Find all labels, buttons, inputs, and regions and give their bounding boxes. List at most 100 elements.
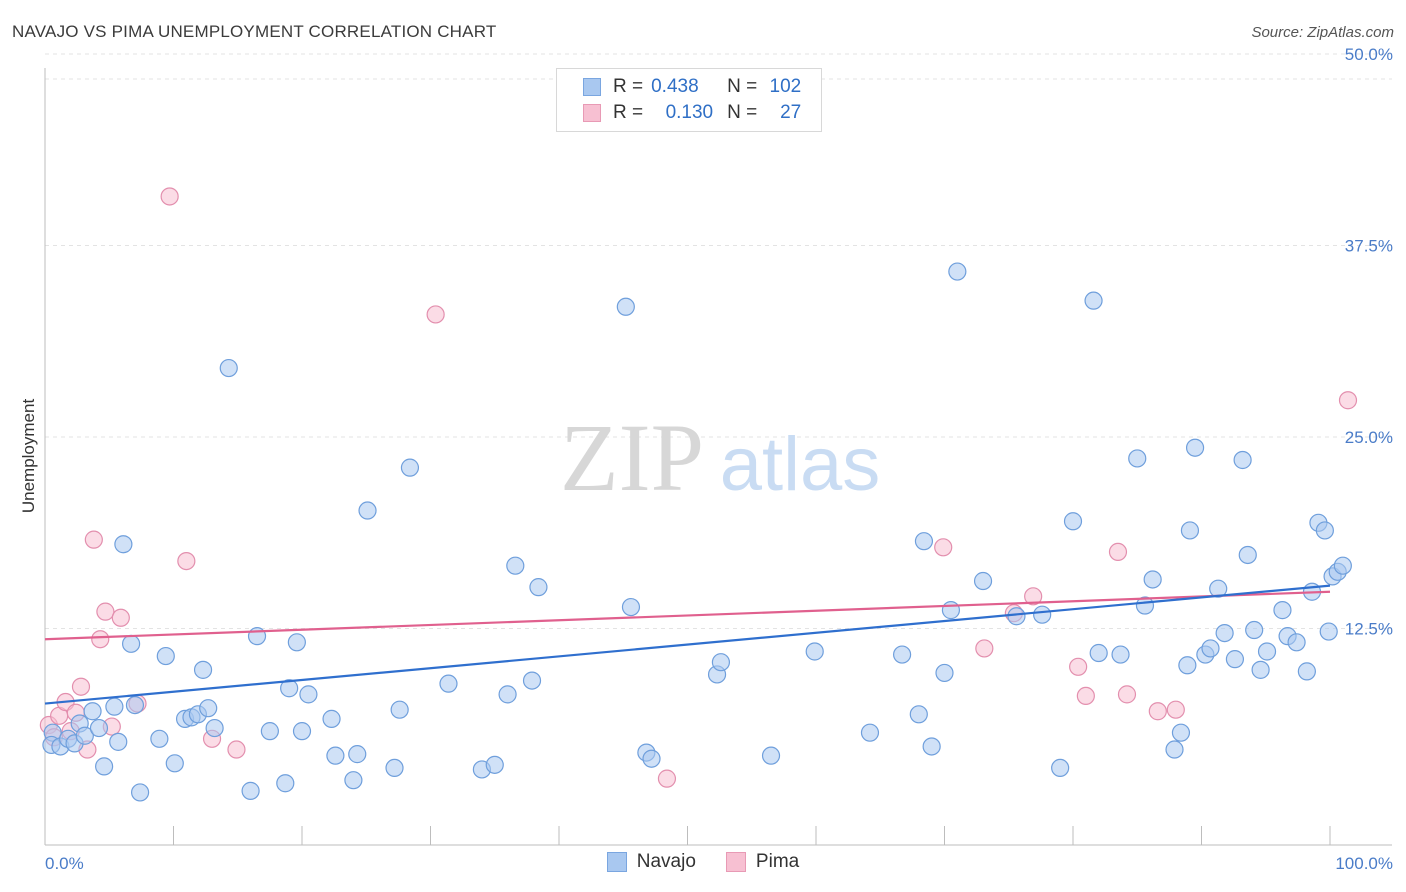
navajo-point: [711, 653, 731, 672]
navajo-point: [1233, 450, 1252, 470]
watermark-atlas: atlas: [720, 422, 881, 507]
navajo-point: [761, 746, 781, 765]
navajo-point: [299, 685, 318, 704]
pima-point: [1024, 587, 1043, 606]
source-credit: Source: ZipAtlas.com: [1251, 24, 1394, 41]
navajo-point: [1111, 645, 1130, 664]
navajo-point: [860, 723, 880, 742]
navajo-point: [193, 660, 213, 679]
legend-label-pima: Pima: [755, 851, 800, 872]
navajo-point: [1180, 521, 1200, 540]
navajo-point: [292, 722, 312, 741]
navajo-point: [1051, 758, 1070, 778]
navajo-point: [642, 749, 661, 768]
navajo-point: [1185, 438, 1205, 457]
watermark-zip: ZIP: [560, 404, 704, 511]
y-tick-label: 50.0%: [1345, 45, 1393, 64]
navajo-point: [529, 578, 548, 597]
navajo-point: [105, 697, 124, 716]
pima-point: [177, 551, 196, 571]
navajo-point: [1287, 633, 1306, 652]
navajo-point: [1063, 512, 1083, 531]
navajo-point: [75, 726, 94, 745]
chart-title: NAVAJO VS PIMA UNEMPLOYMENT CORRELATION …: [12, 22, 497, 41]
navajo-point: [1245, 620, 1264, 640]
pima-point: [111, 608, 130, 627]
pima-point: [96, 602, 115, 621]
navajo-point: [522, 671, 542, 690]
navajo-point: [287, 633, 306, 652]
pima-point: [1117, 685, 1137, 704]
pima-point: [160, 187, 179, 206]
navajo-series: [42, 262, 1352, 802]
legend-r-value: 0.130: [665, 102, 714, 123]
navajo-point: [1143, 570, 1162, 589]
navajo-point: [1201, 639, 1220, 658]
watermark: ZIP atlas: [560, 404, 880, 511]
tick-labels: 12.5% 25.0% 37.5% 50.0% 0.0% 100.0%: [45, 45, 1393, 873]
navajo-point: [909, 705, 928, 724]
legend-n-value: 27: [780, 102, 802, 123]
navajo-point: [973, 571, 993, 591]
navajo-point: [1007, 607, 1026, 626]
legend-item-pima[interactable]: Pima: [725, 851, 800, 873]
navajo-point: [805, 642, 824, 661]
navajo-point: [1315, 521, 1334, 540]
navajo-point: [1333, 556, 1352, 575]
pima-trend-line: [44, 590, 1331, 641]
navajo-point: [892, 645, 912, 664]
navajo-point: [400, 458, 420, 477]
pima-point: [71, 677, 91, 696]
navajo-point: [150, 729, 169, 748]
navajo-point: [390, 700, 409, 719]
navajo-point: [95, 757, 114, 776]
legend-r-label: R =: [613, 76, 644, 97]
pima-point: [84, 530, 103, 549]
navajo-point: [1273, 601, 1292, 620]
navajo-point: [165, 754, 184, 773]
navajo-point: [322, 709, 341, 728]
legend-n-value: 102: [769, 76, 802, 97]
trend-lines: [44, 584, 1331, 705]
legend-row-navajo: R = 0.438 N = 102: [583, 75, 801, 99]
axes: [44, 68, 1392, 846]
navajo-point: [1238, 545, 1257, 565]
x-tick-label-max: 100.0%: [1335, 854, 1393, 873]
navajo-point: [205, 718, 224, 738]
pima-point: [426, 305, 445, 324]
pima-point: [1166, 700, 1185, 719]
legend-row-pima: R = 0.130 N = 27: [583, 101, 801, 125]
navajo-point: [1128, 449, 1147, 468]
navajo-point: [1225, 650, 1245, 669]
navajo-trend-line: [44, 584, 1331, 705]
navajo-point: [385, 758, 404, 778]
navajo-point: [1215, 623, 1234, 643]
navajo-point: [935, 663, 954, 683]
pima-point: [1069, 657, 1088, 676]
navajo-point: [348, 745, 367, 764]
navajo-point: [1165, 740, 1184, 759]
pima-point: [1076, 686, 1095, 706]
navajo-point: [621, 597, 641, 617]
navajo-point: [109, 732, 128, 751]
navajo-point: [130, 783, 150, 802]
navajo-point: [1089, 643, 1108, 663]
navajo-point: [276, 774, 295, 793]
navajo-point: [1171, 723, 1191, 742]
navajo-point: [616, 297, 635, 316]
navajo-point: [358, 501, 377, 520]
navajo-point: [498, 685, 517, 704]
navajo-point: [439, 674, 458, 693]
y-tick-label: 25.0%: [1345, 428, 1393, 447]
pima-point: [934, 538, 953, 557]
navajo-point: [1178, 656, 1197, 675]
legend-swatch-navajo: [583, 78, 601, 96]
legend-swatch-navajo: [606, 852, 627, 872]
navajo-point: [89, 718, 109, 738]
x-tick-label-min: 0.0%: [45, 854, 84, 873]
legend-item-navajo[interactable]: Navajo: [606, 851, 696, 873]
navajo-point: [326, 746, 345, 765]
navajo-point: [83, 702, 102, 721]
pima-point: [657, 769, 677, 788]
